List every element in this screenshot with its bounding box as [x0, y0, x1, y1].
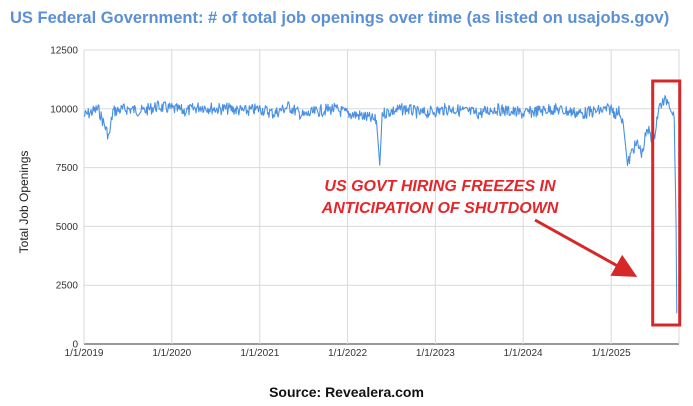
annotation-text: US GOVT HIRING FREEZES IN: [324, 178, 556, 195]
y-tick-label: 2500: [56, 281, 79, 292]
y-tick-label: 0: [72, 340, 78, 351]
x-tick-label: 1/1/2022: [328, 348, 367, 359]
y-axis-ticks: 0 2500 5000 7500 10000 12500: [50, 46, 78, 351]
y-axis-label: Total Job Openings: [17, 151, 31, 254]
annotation-layer: US GOVT HIRING FREEZES IN ANTICIPATION OF…: [321, 79, 682, 327]
series-lines: [83, 94, 678, 314]
annotation-text: ANTICIPATION OF SHUTDOWN: [321, 200, 559, 217]
annotation-arrow: [534, 218, 638, 277]
gridlines: [83, 49, 680, 345]
x-tick-label: 1/1/2024: [504, 348, 543, 359]
x-tick-label: 1/1/2020: [152, 348, 191, 359]
y-tick-label: 12500: [50, 46, 78, 57]
series-line: [83, 94, 678, 314]
chart-title: US Federal Government: # of total job op…: [10, 9, 670, 27]
x-tick-label: 1/1/2019: [65, 348, 104, 359]
chart-source: Source: Revealera.com: [269, 384, 424, 400]
y-tick-label: 7500: [56, 163, 79, 174]
x-tick-label: 1/1/2021: [240, 348, 279, 359]
highlight-box: [651, 79, 682, 327]
x-axis-ticks: 1/1/2019 1/1/2020 1/1/2021 1/1/2022 1/1/2023…: [65, 348, 632, 359]
x-tick-label: 1/1/2023: [416, 348, 455, 359]
y-tick-label: 10000: [50, 104, 78, 115]
x-tick-label: 1/1/2025: [592, 348, 631, 359]
y-tick-label: 5000: [56, 222, 79, 233]
